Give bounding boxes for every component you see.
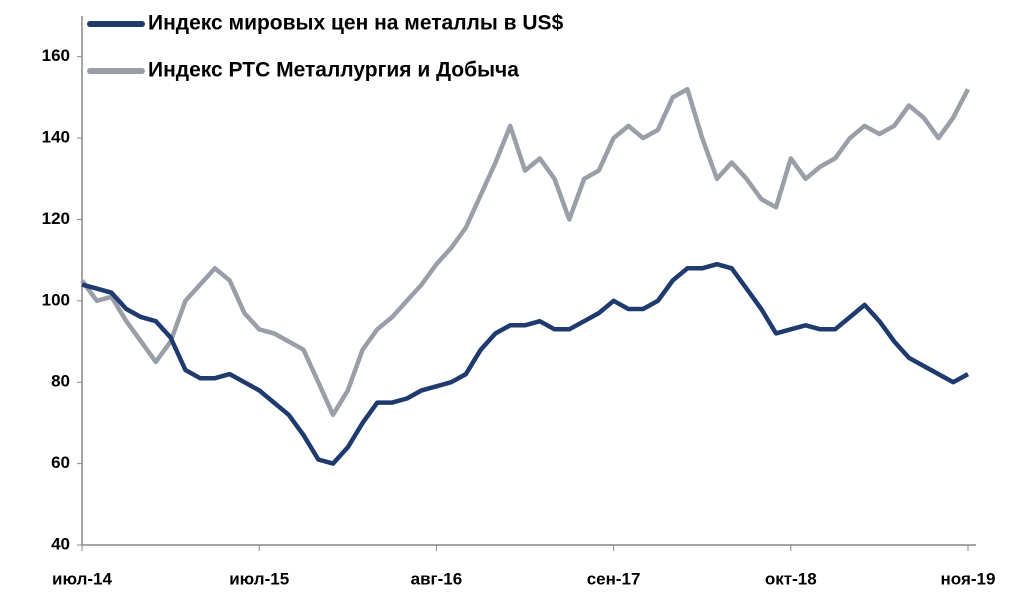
- y-tick-label: 80: [51, 372, 70, 391]
- x-tick-label: окт-18: [765, 569, 817, 588]
- line-series: [81, 261, 970, 466]
- y-tick-label: 100: [42, 290, 70, 309]
- line-series: [80, 86, 970, 418]
- x-tick-label: июл-15: [229, 569, 289, 588]
- x-tick-label: июл-14: [52, 569, 112, 588]
- x-tick-label: ноя-19: [941, 569, 996, 588]
- y-tick-label: 160: [42, 46, 70, 65]
- y-tick-label: 140: [42, 128, 70, 147]
- y-tick-label: 40: [51, 534, 70, 553]
- x-tick-label: сен-17: [587, 569, 641, 588]
- legend-label: Индекс РТС Металлургия и Добыча: [148, 59, 519, 82]
- y-tick-label: 60: [51, 453, 70, 472]
- y-tick-label: 120: [42, 209, 70, 228]
- legend: Индекс мировых цен на металлы в US$ Индек…: [87, 12, 564, 82]
- x-tick-label: авг-16: [411, 569, 463, 588]
- legend-label: Индекс мировых цен на металлы в US$: [148, 12, 564, 35]
